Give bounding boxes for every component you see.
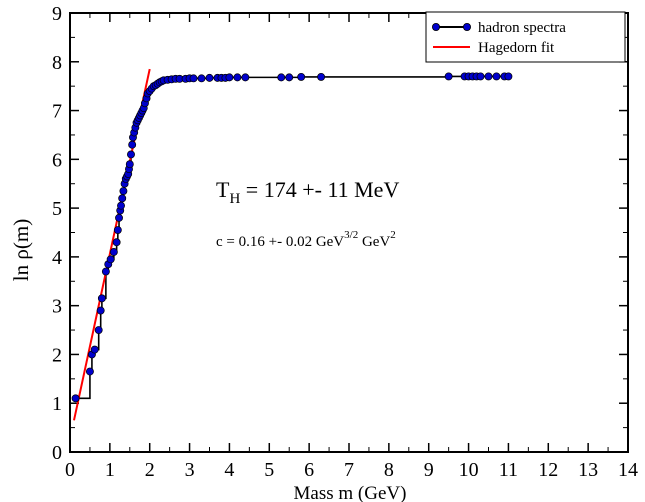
hadron-data-point (113, 226, 122, 235)
y-tick-label: 0 (52, 442, 62, 464)
hadron-data-point (94, 326, 103, 335)
hadron-data-point (112, 238, 121, 247)
x-tick-label: 2 (145, 459, 155, 481)
hadron-data-point (125, 160, 134, 169)
hadron-data-point (484, 72, 493, 81)
legend-label-fit: Hagedorn fit (478, 40, 555, 56)
x-tick-label: 5 (264, 459, 274, 481)
hadron-data-point (241, 73, 250, 82)
series-layer (71, 68, 513, 421)
hadron-data-point (117, 201, 125, 210)
annotation-c-sup1: 3/2 (344, 229, 358, 241)
x-tick-label: 14 (618, 459, 638, 481)
annotation-th-sub: H (229, 191, 240, 207)
hadron-data-point (85, 367, 94, 376)
hadron-data-point (101, 267, 110, 276)
hadron-data-point (504, 72, 513, 81)
annotation-th-main: T (216, 177, 230, 202)
annotation-c-main: c = 0.16 +- 0.02 GeV (216, 234, 344, 250)
hadron-data-point (106, 255, 115, 264)
hadron-data-point (96, 306, 105, 315)
annotation-c: c = 0.16 +- 0.02 GeV3/2 GeV2 (216, 229, 396, 250)
hadron-data-point (109, 248, 118, 256)
hadron-data-point (128, 140, 137, 149)
x-tick-label: 13 (578, 459, 598, 481)
x-tick-labels: 0 1 2 3 4 5 6 7 8 9 10 11 12 13 14 (65, 459, 638, 481)
hadron-data-point (492, 72, 501, 81)
hadron-data-point (285, 73, 294, 82)
x-tick-label: 6 (304, 459, 314, 481)
hadron-data-point (71, 394, 80, 403)
x-tick-label: 10 (459, 459, 479, 481)
legend-box (425, 11, 626, 63)
x-tick-label: 8 (384, 459, 394, 481)
y-tick-label: 1 (52, 393, 62, 415)
legend-marker-hadron-1 (431, 22, 440, 31)
hadron-data-point (317, 72, 326, 81)
annotation-c-sup2: 2 (390, 229, 396, 241)
x-tick-label: 11 (499, 459, 518, 481)
hadron-data-point (115, 213, 123, 222)
x-tick-label: 12 (538, 459, 558, 481)
hadron-data-point (90, 345, 99, 354)
hadron-data-point (225, 73, 234, 82)
y-tick-label: 6 (52, 149, 62, 171)
x-tick-label: 1 (105, 459, 115, 481)
x-tick-label: 0 (65, 459, 75, 481)
hadron-data-point (189, 74, 198, 83)
y-tick-label: 2 (52, 344, 62, 366)
y-tick-label: 4 (52, 247, 62, 269)
y-axis-title: ln ρ(m) (9, 219, 33, 281)
hadron-data-point (476, 72, 485, 81)
hadron-data-point (127, 150, 135, 159)
annotation-th: TH = 174 +- 11 MeV (216, 177, 399, 207)
x-tick-label: 4 (224, 459, 234, 481)
y-tick-label: 5 (52, 198, 62, 220)
hadron-data-point (205, 73, 214, 82)
y-tick-label: 9 (52, 3, 62, 25)
hadron-data-point (118, 194, 127, 203)
hadron-data-point (297, 72, 306, 81)
annotation-th-rest: = 174 +- 11 MeV (240, 177, 399, 202)
hadron-data-point (97, 294, 106, 303)
x-tick-label: 3 (185, 459, 195, 481)
hadron-data-point (444, 72, 453, 81)
hadron-data-point (233, 73, 242, 82)
y-tick-label: 8 (52, 52, 62, 74)
y-tick-label: 3 (52, 296, 62, 318)
y-tick-labels: 0 1 2 3 4 5 6 7 8 9 (52, 3, 62, 464)
legend: hadron spectra Hagedorn fit (425, 11, 626, 63)
x-axis-title: Mass m (GeV) (294, 483, 407, 502)
legend-marker-hadron-2 (462, 22, 471, 31)
legend-label-hadron: hadron spectra (478, 20, 566, 36)
hadron-data-point (119, 187, 128, 195)
hadron-data-point (277, 73, 286, 82)
annotation-c-mid: GeV (358, 234, 390, 250)
x-tick-label: 9 (424, 459, 434, 481)
x-tick-label: 7 (344, 459, 354, 481)
hadron-data-point (197, 74, 206, 83)
y-tick-label: 7 (52, 101, 62, 123)
